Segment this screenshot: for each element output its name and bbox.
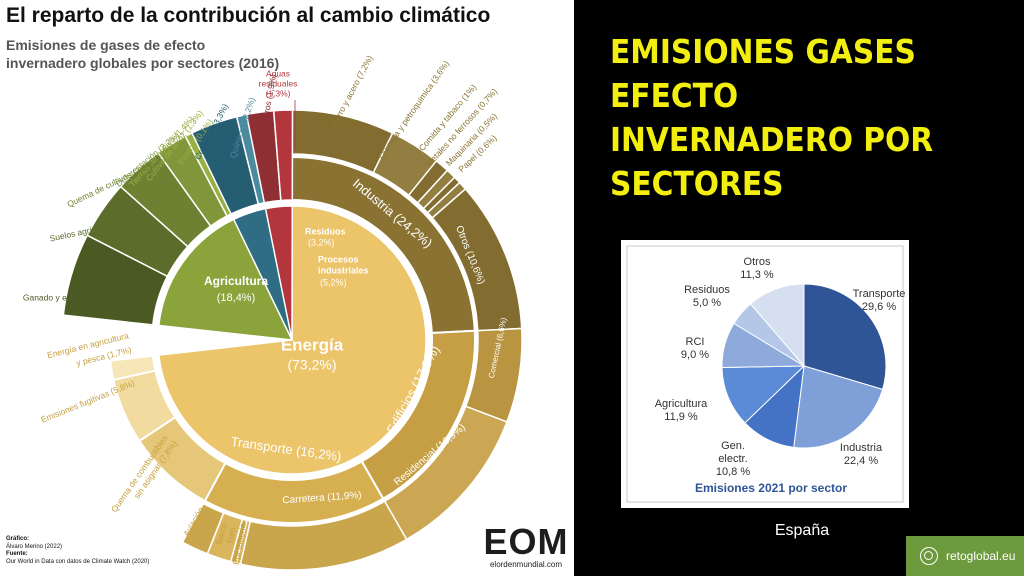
pie-value-rci: 9,0 % <box>681 349 709 361</box>
pie-label-industria-0: Industria <box>840 442 883 454</box>
subsector-aguas-residuales <box>272 109 294 202</box>
pie-slice-industria <box>793 365 884 449</box>
sector-label-agricultura: Agricultura <box>204 274 268 288</box>
pie-value-residuos: 5,0 % <box>693 297 721 309</box>
spain-caption: España <box>774 522 830 539</box>
pie-label-gen-electr-1: electr. <box>718 453 747 465</box>
retoglobal-badge[interactable]: retoglobal.eu <box>906 536 1024 576</box>
outer-label-quema-combustibles-1: Quema de combustibles <box>109 433 170 514</box>
credits-source-label: Fuente: <box>6 551 28 557</box>
sector-value-residuos: (3,2%) <box>308 237 335 247</box>
sunburst-chart: Energía (73,2%) Agricultura (18,4%) Residuos… <box>23 53 523 571</box>
pie-value-industria: 22,4 % <box>844 455 878 467</box>
pie-value-gen-electr: 10,8 % <box>716 466 750 478</box>
eom-infographic: El reparto de la contribución al cambio … <box>0 0 574 576</box>
pie-value-transporte: 29,6 % <box>862 301 896 313</box>
sector-label-procesos-2: industriales <box>318 265 369 275</box>
headline-line: SECTORES <box>610 164 784 203</box>
pie-title: Emisiones 2021 por sector <box>695 481 847 495</box>
credits-block: Gráfico: Álvaro Merino (2022) Fuente: Ou… <box>6 536 149 566</box>
eom-logo-site: elordenmundial.com <box>489 560 563 569</box>
outer-label-aguas-residuales-2: residuales <box>259 78 298 88</box>
pie-label-gen-electr-0: Gen. <box>721 440 745 452</box>
sector-label-energia: Energía <box>281 335 344 354</box>
sector-label-residuos: Residuos <box>305 226 346 236</box>
retoglobal-link-text: retoglobal.eu <box>946 549 1016 563</box>
sector-label-procesos-1: Procesos <box>318 254 359 264</box>
eom-logo: EOM elordenmundial.com <box>480 521 572 570</box>
pie-label-agricultura-0: Agricultura <box>655 398 708 410</box>
pie-label-residuos-0: Residuos <box>684 284 730 296</box>
eom-logo-mark: EOM <box>483 521 569 562</box>
pie-label-rci-0: RCI <box>686 336 705 348</box>
headline-line: INVERNADERO POR <box>610 120 934 159</box>
outer-label-aguas-residuales-3: (1,3%) <box>265 88 290 98</box>
eom-chart-subtitle: Emisiones de gases de efecto invernadero… <box>6 37 280 71</box>
sector-value-agricultura: (18,4%) <box>217 292 256 304</box>
pie-label-otros-0: Otros <box>744 256 771 268</box>
pie-label-transporte-0: Transporte <box>853 288 906 300</box>
sector-value-procesos: (5,2%) <box>320 277 347 287</box>
headline: EMISIONES GASES EFECTO INVERNADERO POR S… <box>610 30 970 206</box>
subsector-aviacion <box>181 502 225 555</box>
sector-value-energia: (73,2%) <box>287 357 336 373</box>
outer-label-tren: Tren <box>225 526 238 545</box>
credits-graphic-label: Gráfico: <box>6 536 30 542</box>
outer-label-ganado-y-estiercol: Ganado y estiércol (5,8%) <box>23 292 121 302</box>
pie-slice-transporte <box>803 283 887 390</box>
spain-chart-card: Transporte 29,6 % Industria 22,4 % Gen. elect… <box>621 240 909 508</box>
subsector-energia-en-agricultura-y-pesca <box>109 354 157 382</box>
pie-value-agricultura: 11,9 % <box>664 411 698 423</box>
sector-residuos <box>264 205 294 341</box>
pie-frame <box>626 245 904 503</box>
globe-icon <box>920 547 938 565</box>
credits-graphic-author: Álvaro Merino (2022) <box>6 543 63 550</box>
eom-chart-title: El reparto de la contribución al cambio … <box>6 4 491 27</box>
credits-source: Our World in Data con datos de Climate W… <box>6 558 150 565</box>
pie-slice-otros <box>749 283 805 368</box>
outer-label-aguas-residuales-1: Aguas <box>266 68 290 78</box>
headline-line: EFECTO <box>610 76 739 115</box>
pie-slice-agricultura <box>721 365 806 424</box>
pie-value-otros: 11,3 % <box>740 269 774 281</box>
headline-line: EMISIONES GASES <box>610 32 916 71</box>
